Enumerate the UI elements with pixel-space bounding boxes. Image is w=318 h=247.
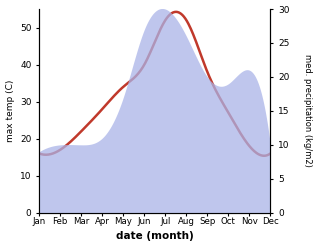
Y-axis label: max temp (C): max temp (C) (5, 80, 15, 142)
Y-axis label: med. precipitation (kg/m2): med. precipitation (kg/m2) (303, 54, 313, 167)
X-axis label: date (month): date (month) (116, 231, 194, 242)
